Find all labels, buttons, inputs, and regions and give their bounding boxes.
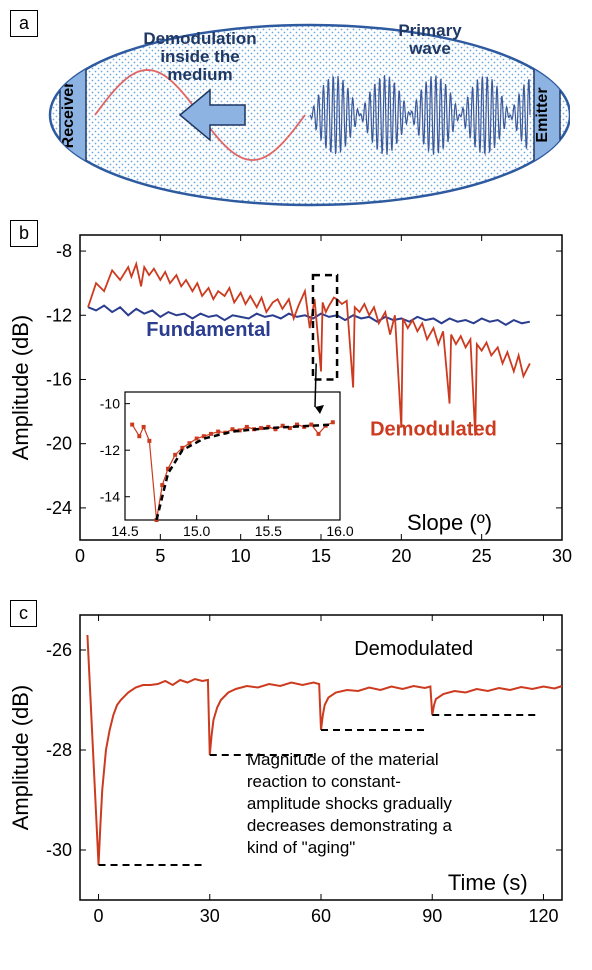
svg-text:16.0: 16.0 xyxy=(326,523,353,539)
svg-text:-26: -26 xyxy=(46,640,72,660)
svg-text:Time (s): Time (s) xyxy=(448,870,528,895)
svg-text:kind of "aging": kind of "aging" xyxy=(247,838,355,857)
svg-text:-12: -12 xyxy=(100,442,120,458)
svg-text:inside the: inside the xyxy=(160,47,239,66)
svg-text:Emitter: Emitter xyxy=(534,87,551,142)
svg-text:30: 30 xyxy=(552,546,572,566)
panel-b-label: b xyxy=(10,220,38,247)
panel-c-svg: 0 30 60 90 120 -26 -28 -30 Demodulated Amplitude … xyxy=(10,600,582,950)
panel-a-svg: Receiver Emitter Demodulationinside themed… xyxy=(10,10,570,210)
svg-text:14.5: 14.5 xyxy=(111,523,138,539)
svg-text:120: 120 xyxy=(528,906,558,926)
svg-text:-24: -24 xyxy=(46,498,72,518)
svg-text:-14: -14 xyxy=(100,489,120,505)
svg-text:10: 10 xyxy=(231,546,251,566)
svg-text:Fundamental: Fundamental xyxy=(146,319,270,341)
svg-text:Receiver: Receiver xyxy=(60,82,77,149)
svg-text:5: 5 xyxy=(155,546,165,566)
svg-text:Demodulated: Demodulated xyxy=(354,638,473,660)
panel-a: a Receiver Emitter Demodulationinside them… xyxy=(10,10,582,210)
svg-text:Slope (º): Slope (º) xyxy=(407,510,492,535)
svg-text:20: 20 xyxy=(391,546,411,566)
svg-text:Amplitude (dB): Amplitude (dB) xyxy=(10,685,33,831)
svg-text:-10: -10 xyxy=(100,396,120,412)
svg-text:-30: -30 xyxy=(46,840,72,860)
panel-c-label: c xyxy=(10,600,37,627)
svg-text:0: 0 xyxy=(94,906,104,926)
panel-b-svg: 0 5 10 15 20 25 30 -8 -12 -16 -20 -24 Fundamental Dem… xyxy=(10,220,582,590)
svg-text:Amplitude (dB): Amplitude (dB) xyxy=(10,315,33,461)
svg-text:reaction to constant-: reaction to constant- xyxy=(247,772,401,791)
svg-text:-20: -20 xyxy=(46,434,72,454)
svg-text:15.5: 15.5 xyxy=(255,523,282,539)
svg-text:15.0: 15.0 xyxy=(183,523,210,539)
svg-text:-16: -16 xyxy=(46,369,72,389)
svg-text:-8: -8 xyxy=(56,241,72,261)
panel-c: c 0 30 60 90 120 -26 -28 -30 Demodulated Amplitud… xyxy=(10,600,582,950)
svg-text:-28: -28 xyxy=(46,740,72,760)
svg-text:Primary: Primary xyxy=(398,21,462,40)
svg-text:25: 25 xyxy=(472,546,492,566)
svg-text:90: 90 xyxy=(422,906,442,926)
svg-text:30: 30 xyxy=(200,906,220,926)
svg-text:Demodulation: Demodulation xyxy=(143,29,256,48)
svg-text:amplitude shocks gradually: amplitude shocks gradually xyxy=(247,794,453,813)
svg-text:60: 60 xyxy=(311,906,331,926)
svg-text:0: 0 xyxy=(75,546,85,566)
panel-b: b 0 5 10 15 20 25 30 -8 -12 -16 -20 -24 Fundamental D… xyxy=(10,220,582,590)
panel-a-label: a xyxy=(10,10,38,37)
svg-text:decreases demonstrating a: decreases demonstrating a xyxy=(247,816,453,835)
svg-text:medium: medium xyxy=(167,65,232,84)
svg-text:-12: -12 xyxy=(46,305,72,325)
svg-text:wave: wave xyxy=(408,39,451,58)
svg-text:Magnitude of the material: Magnitude of the material xyxy=(247,750,439,769)
svg-text:Demodulated: Demodulated xyxy=(370,419,497,441)
svg-text:15: 15 xyxy=(311,546,331,566)
